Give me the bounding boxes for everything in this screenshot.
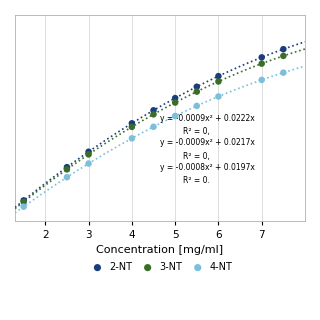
Point [281, 70, 286, 75]
Point [21, 199, 26, 204]
Point [259, 61, 264, 66]
Text: y = -0.0008x² + 0.0197x: y = -0.0008x² + 0.0197x [160, 163, 255, 172]
Text: R² = 0,: R² = 0, [183, 127, 210, 136]
Point [151, 124, 156, 129]
Point [259, 55, 264, 60]
Point [86, 149, 91, 154]
Point [194, 103, 199, 108]
Point [151, 112, 156, 117]
Point [281, 53, 286, 59]
Text: R² = 0,: R² = 0, [183, 152, 210, 161]
Point [216, 74, 221, 79]
Point [129, 136, 134, 141]
Text: y = -0.0009x² + 0.0222x: y = -0.0009x² + 0.0222x [160, 114, 255, 123]
Text: y = -0.0009x² + 0.0217x: y = -0.0009x² + 0.0217x [160, 138, 255, 147]
Point [64, 175, 69, 180]
Point [216, 79, 221, 84]
Point [64, 167, 69, 172]
Legend: 2-NT, 3-NT, 4-NT: 2-NT, 3-NT, 4-NT [84, 258, 236, 276]
Point [86, 152, 91, 157]
Point [194, 89, 199, 94]
Point [129, 121, 134, 126]
X-axis label: Concentration [mg/ml]: Concentration [mg/ml] [96, 245, 224, 255]
Point [21, 204, 26, 209]
Point [172, 96, 178, 101]
Point [151, 108, 156, 113]
Point [259, 77, 264, 83]
Point [172, 100, 178, 105]
Point [21, 198, 26, 203]
Point [216, 94, 221, 99]
Point [281, 47, 286, 52]
Point [172, 113, 178, 118]
Point [129, 124, 134, 130]
Text: R² = 0.: R² = 0. [183, 176, 210, 185]
Point [194, 84, 199, 89]
Point [86, 161, 91, 166]
Point [64, 164, 69, 170]
